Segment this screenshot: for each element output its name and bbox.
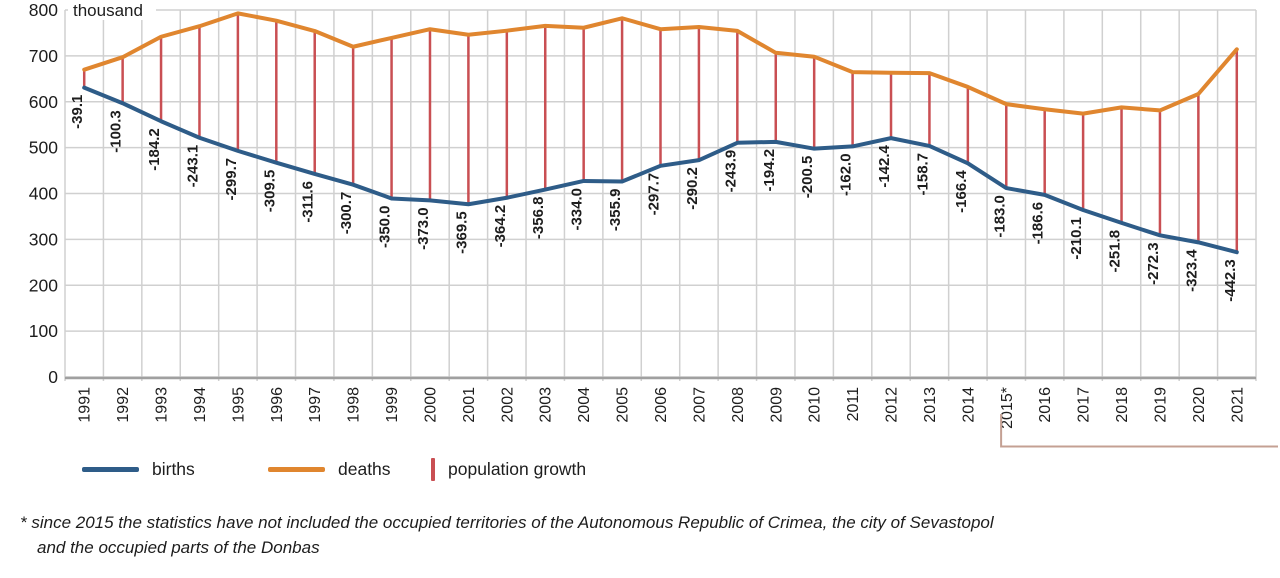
unit-label: thousand (73, 1, 143, 20)
growth-value-label: -300.7 (338, 192, 355, 235)
growth-value-label: -183.0 (991, 195, 1008, 238)
legend-item-births: births (82, 454, 195, 484)
y-tick-label: 500 (29, 138, 58, 158)
year-label: 1994 (192, 387, 209, 423)
year-label: 2004 (576, 387, 593, 423)
y-tick-label: 700 (29, 46, 58, 66)
growth-value-label: -309.5 (261, 170, 278, 213)
growth-value-label: -442.3 (1222, 259, 1239, 302)
year-label: 2014 (960, 387, 977, 423)
growth-value-label: -355.9 (607, 189, 624, 232)
year-label: 2018 (1114, 387, 1131, 423)
year-label: 1996 (269, 387, 286, 423)
y-tick-label: 800 (29, 0, 58, 20)
legend-item-population-growth: population growth (431, 454, 586, 484)
growth-value-label: -323.4 (1183, 249, 1200, 292)
growth-value-label: -162.0 (838, 153, 855, 196)
growth-value-label: -272.3 (1145, 242, 1162, 285)
y-tick-label: 0 (48, 367, 58, 387)
growth-value-label: -299.7 (223, 158, 240, 201)
growth-value-label: -39.1 (69, 95, 86, 129)
year-label: 1995 (230, 387, 247, 423)
year-label: 2000 (422, 387, 439, 423)
births-line-swatch-icon (82, 466, 139, 472)
deaths-line (82, 11, 1239, 116)
deaths-line-swatch-icon (268, 466, 325, 472)
year-label: 2008 (730, 387, 747, 423)
growth-value-label: -311.6 (300, 181, 317, 223)
growth-value-label: -210.1 (1068, 217, 1085, 260)
y-tick-label: 600 (29, 92, 58, 112)
year-label: 2021 (1229, 387, 1246, 423)
growth-value-label: -334.0 (569, 188, 586, 231)
footnote-bracket (1000, 414, 1278, 448)
year-label: 2005 (615, 387, 632, 423)
year-label: 2020 (1191, 387, 1208, 423)
year-label: 1999 (384, 387, 401, 423)
year-label: 2011 (845, 387, 862, 422)
legend-label-population-growth: population growth (448, 458, 587, 479)
growth-value-label: -200.5 (799, 156, 816, 199)
chart-canvas: 0 100 200 300 400 500 600 700 800 -39.1 -100.3 -184… (29, 0, 1278, 448)
growth-value-label: -350.0 (377, 205, 394, 248)
legend-label-births: births (152, 458, 195, 479)
year-label: 2007 (691, 387, 708, 423)
legend-item-deaths: deaths (268, 454, 391, 484)
year-label: 1991 (77, 387, 94, 423)
growth-value-label: -369.5 (453, 211, 470, 254)
growth-value-label: -297.7 (646, 173, 663, 216)
population-growth-bar-swatch-icon (431, 457, 435, 481)
year-label: 2001 (461, 387, 478, 423)
year-label: 2009 (768, 387, 785, 423)
year-label: 2019 (1152, 387, 1169, 423)
y-tick-label: 200 (29, 275, 58, 295)
chart-legend: births deaths population growth (0, 454, 1280, 484)
growth-value-label: -186.6 (1030, 202, 1047, 245)
births-line (82, 85, 1239, 255)
footnote-line-2: and the occupied parts of the Donbas (37, 537, 320, 557)
footnote-line-1: * since 2015 the statistics have not inc… (20, 513, 994, 532)
year-label: 1997 (307, 387, 324, 423)
year-label: 2003 (538, 387, 555, 423)
year-label: 2016 (1037, 387, 1054, 423)
growth-value-label: -166.4 (953, 170, 970, 213)
year-label: 1993 (154, 387, 171, 423)
year-label: 1998 (346, 387, 363, 423)
growth-value-label: -100.3 (108, 110, 125, 153)
year-label: 2017 (1076, 387, 1093, 423)
year-label: 2012 (884, 387, 901, 423)
y-tick-label: 300 (29, 229, 58, 249)
year-label: 2002 (499, 387, 516, 423)
growth-value-label: -373.0 (415, 207, 432, 250)
growth-value-label: -243.1 (184, 145, 201, 188)
year-label: 2015* (999, 387, 1016, 429)
year-label: 2006 (653, 387, 670, 423)
growth-value-label: -184.2 (146, 128, 163, 171)
growth-value-label: -243.9 (722, 150, 739, 193)
growth-value-label: -290.2 (684, 167, 701, 210)
year-label: 1992 (115, 387, 132, 423)
footnote: * since 2015 the statistics have not inc… (20, 511, 994, 560)
y-tick-label: 400 (29, 184, 58, 204)
growth-value-label: -356.8 (530, 197, 547, 240)
growth-value-label: -364.2 (492, 205, 509, 248)
year-label: 2010 (807, 387, 824, 423)
legend-label-deaths: deaths (338, 458, 391, 479)
growth-value-label: -251.8 (1107, 230, 1124, 273)
year-label: 2013 (922, 387, 939, 423)
growth-value-label: -142.4 (876, 144, 893, 187)
y-tick-label: 100 (29, 321, 58, 341)
growth-value-label: -158.7 (914, 153, 931, 196)
growth-value-label: -194.2 (761, 149, 778, 192)
unit-label-backdrop (68, 1, 156, 20)
